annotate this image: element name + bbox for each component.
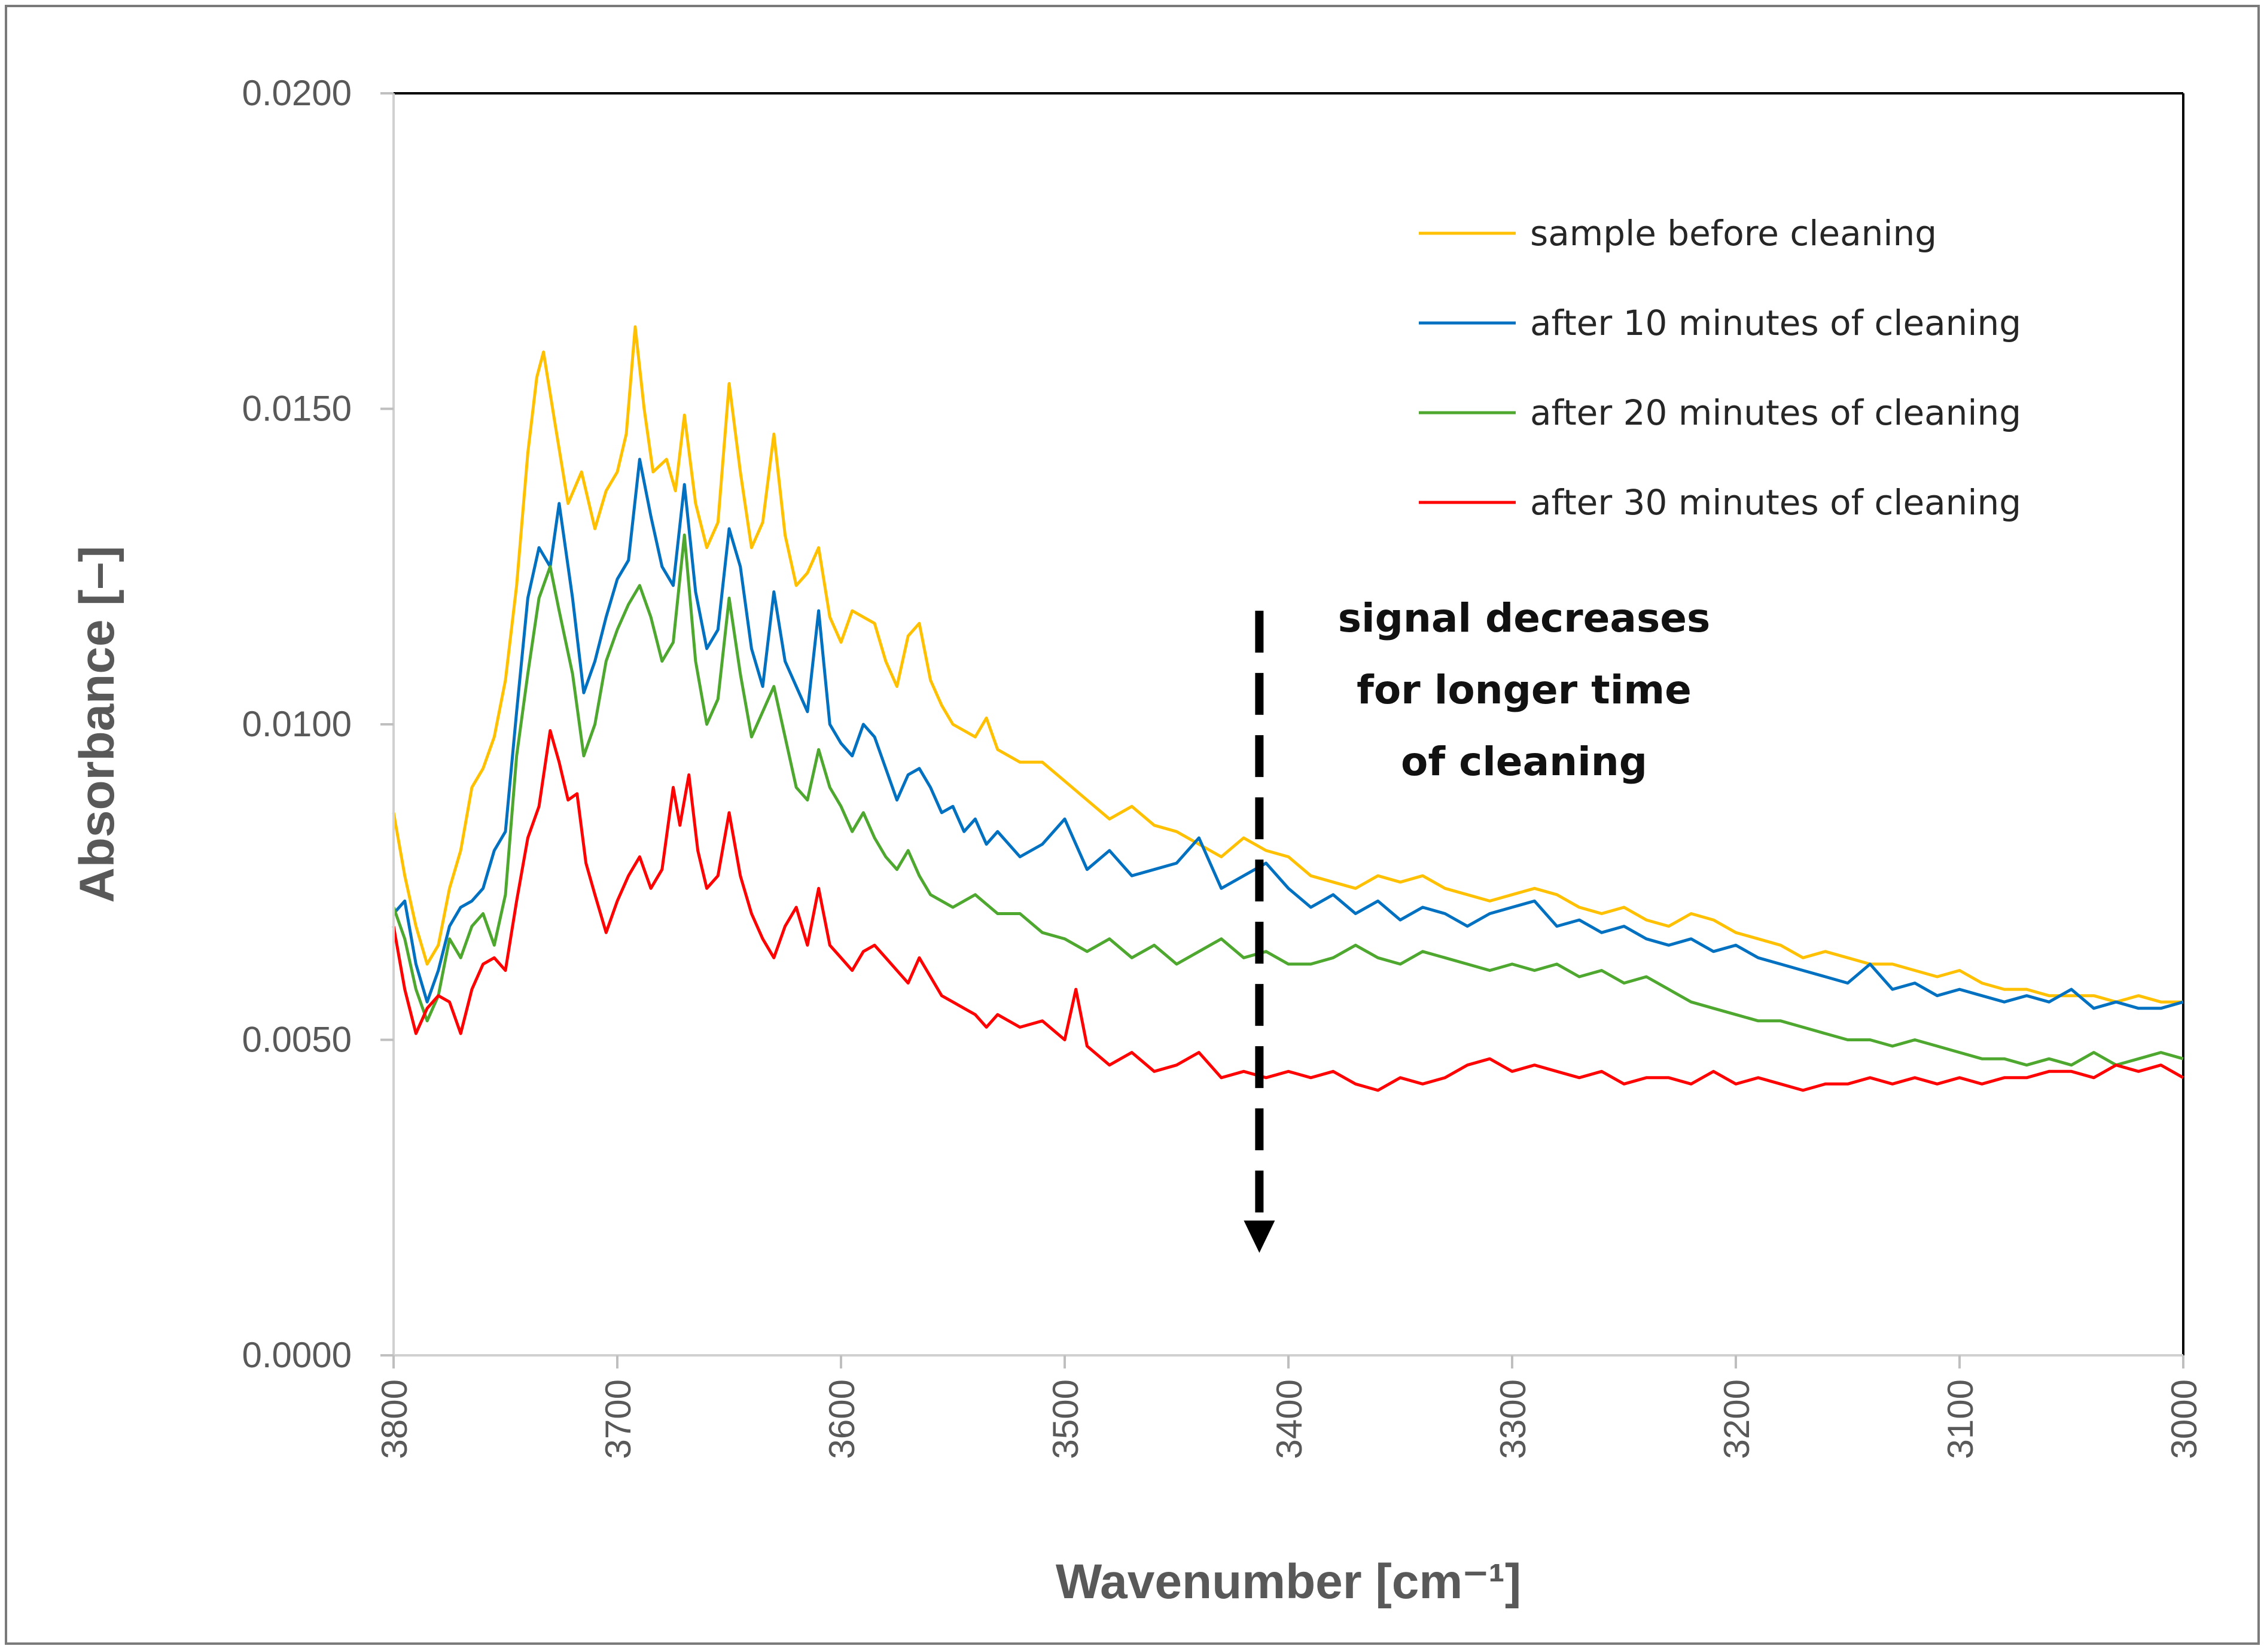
x-tick-label: 3100 [1940, 1379, 1980, 1459]
legend-entry: after 20 minutes of cleaning [1530, 392, 2021, 433]
x-tick-label: 3700 [598, 1379, 638, 1459]
legend: sample before cleaning after 10 minutes o… [1419, 213, 2021, 523]
axes-layer: 0.0000 0.0050 0.0100 0.0150 0.0200 3800 3700 36… [242, 73, 2204, 1459]
annotation-arrow-head [1244, 1220, 1275, 1253]
series-line-1 [392, 325, 2183, 1004]
y-tick-label: 0.0050 [242, 1020, 352, 1060]
series-line-2 [392, 458, 2184, 1010]
legend-entry: after 30 minutes of cleaning [1530, 482, 2021, 523]
y-tick-label: 0.0150 [242, 389, 352, 429]
x-axis-title: Wavenumber [cm⁻¹] [1056, 1555, 1521, 1609]
legend-entry: sample before cleaning [1530, 213, 1937, 254]
x-tick-label: 3300 [1493, 1379, 1533, 1459]
legend-entry: after 10 minutes of cleaning [1530, 303, 2021, 343]
y-axis-title: Absorbance [–] [70, 546, 124, 903]
y-tick-label: 0.0000 [242, 1335, 352, 1375]
annotation-text-line: for longer time [1357, 667, 1692, 713]
x-tick-label: 3400 [1269, 1379, 1309, 1459]
plot-area [394, 92, 2184, 1355]
x-tick-label: 3600 [822, 1379, 862, 1459]
series-line-3 [392, 534, 2184, 1067]
x-tick-label: 3500 [1046, 1379, 1086, 1459]
annotation-text-line: of cleaning [1401, 739, 1647, 785]
x-tick-label: 3200 [1717, 1379, 1757, 1459]
x-tick-label: 3800 [374, 1379, 415, 1459]
x-tick-label: 3000 [2164, 1379, 2204, 1459]
annotation-layer: signal decreases for longer time of cleani… [1244, 595, 1710, 1253]
chart-frame: 0.0000 0.0050 0.0100 0.0150 0.0200 3800 3700 36… [5, 5, 2260, 1645]
y-tick-label: 0.0200 [242, 73, 352, 113]
series-layer [392, 325, 2184, 1092]
series-line-4 [392, 729, 2184, 1092]
annotation-text-line: signal decreases [1338, 595, 1711, 641]
absorbance-chart: 0.0000 0.0050 0.0100 0.0150 0.0200 3800 3700 36… [70, 73, 2204, 1609]
y-tick-label: 0.0100 [242, 704, 352, 744]
